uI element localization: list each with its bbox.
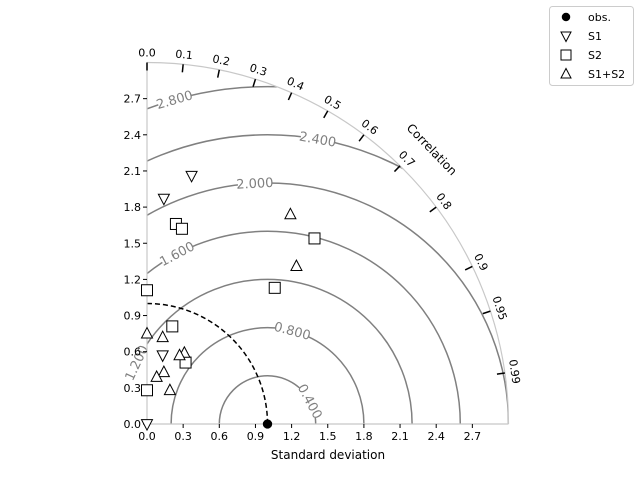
correlation-tick-label: 0.2	[211, 52, 231, 68]
correlation-axis-title: Correlation	[404, 121, 460, 178]
x-tick-label: 2.7	[464, 430, 482, 443]
rms-contour-label: 2.400	[298, 130, 337, 151]
x-tick-label: 1.2	[283, 430, 301, 443]
rms-contour-label: 2.000	[236, 176, 274, 193]
correlation-tick-label: 0.1	[175, 48, 194, 63]
correlation-tick-label: 0.4	[285, 75, 306, 94]
point-s1-s2	[173, 348, 186, 361]
correlation-tick-mark	[496, 372, 505, 375]
point-s2	[268, 281, 281, 294]
y-tick-label: 1.2	[124, 273, 142, 286]
correlation-tick-mark	[216, 69, 221, 78]
correlation-tick-label: 0.8	[433, 191, 454, 213]
correlation-tick-mark	[429, 206, 437, 213]
correlation-tick-label: 0.99	[506, 359, 522, 385]
point-s2	[166, 320, 179, 333]
point-s1-s2	[157, 365, 171, 378]
y-tick-label: 1.8	[124, 201, 142, 214]
legend-marker	[560, 49, 572, 61]
x-tick-label: 0.6	[211, 430, 229, 443]
rms-contour-label: 0.400	[294, 382, 325, 422]
correlation-tick-mark	[181, 64, 184, 73]
legend-label: S1+S2	[588, 68, 625, 81]
point-s2	[141, 284, 153, 297]
legend-label: S1	[588, 30, 602, 43]
x-tick-label: 0.3	[174, 430, 192, 443]
legend-marker	[560, 31, 572, 43]
correlation-axis-ticks: 0.0 0.1 0.20.30.40.50.60.70.80.90.950.99	[138, 47, 522, 385]
point-s2	[141, 384, 153, 397]
correlation-tick-mark	[358, 134, 365, 142]
point-s2	[308, 232, 321, 245]
outer-arc	[146, 61, 510, 425]
point-s1	[156, 350, 169, 363]
point-s1	[185, 170, 198, 183]
reference-std-arc	[146, 302, 269, 425]
correlation-tick-mark	[252, 78, 257, 88]
x-tick-label: 1.8	[355, 430, 373, 443]
legend-marker	[560, 67, 572, 79]
correlation-tick-label: 0.3	[248, 61, 269, 79]
y-tick-label: 0.3	[124, 382, 142, 395]
y-tick-label: 0.6	[124, 346, 142, 359]
point-s1	[157, 193, 171, 206]
y-tick-label: 0.9	[124, 310, 142, 323]
legend-box	[549, 6, 634, 86]
y-tick-label: 2.1	[124, 165, 142, 178]
legend-label: S2	[588, 49, 602, 62]
correlation-tick-label: 0.0	[138, 47, 156, 60]
point-s1-s2	[290, 259, 303, 272]
correlation-tick-mark	[287, 92, 293, 101]
x-tick-label: 1.5	[319, 430, 337, 443]
rms-contour-label: 1.600	[158, 239, 198, 270]
x-tick-label: 0.0	[138, 430, 156, 443]
rms-contour-2.000	[147, 182, 509, 424]
point-s1-s2	[163, 383, 177, 396]
point-obs-	[262, 419, 273, 429]
x-tick-label: 2.4	[427, 430, 445, 443]
x-tick-label: 2.1	[391, 430, 409, 443]
reference-std-arc	[146, 302, 269, 425]
correlation-tick-mark	[323, 110, 329, 119]
y-tick-label: 2.7	[124, 93, 142, 106]
x-tick-label: 0.9	[247, 430, 265, 443]
rms-contour-1.200	[147, 278, 413, 424]
point-s1-s2	[150, 369, 163, 382]
correlation-tick-mark	[464, 265, 473, 271]
correlation-tick-mark	[393, 165, 401, 173]
legend-marker	[561, 12, 571, 22]
correlation-tick-label: 0.6	[359, 117, 381, 138]
rms-contour-1.600	[147, 230, 462, 424]
point-s1-s2	[156, 330, 169, 343]
y-tick-label: 2.4	[124, 129, 142, 142]
point-s2	[175, 222, 188, 235]
rms-contour-label: 0.800	[272, 320, 312, 344]
point-s1	[140, 419, 154, 432]
y-tick-label: 1.5	[124, 237, 142, 250]
legend: obs. S1 S2 S1+S2	[549, 6, 634, 86]
point-s1-s2	[284, 207, 297, 220]
rms-contour-label: 2.800	[155, 88, 195, 113]
y-tick-label: 0.0	[124, 418, 142, 431]
std-axis-ticks: 0.00.0 0.3 0.3 0.6 0.6 0.9 0.9 1.2 1.2 1.5 1.5 1.8 1…	[124, 93, 482, 443]
rms-contour-2.800	[147, 85, 509, 424]
point-s1-s2	[140, 326, 154, 339]
legend-label: obs.	[588, 11, 611, 24]
rms-contour-0.800	[170, 326, 365, 424]
x-axis-title: Standard deviation	[271, 448, 385, 462]
correlation-tick-mark	[482, 310, 491, 315]
rms-contour-2.400	[147, 134, 509, 424]
data-points	[140, 170, 321, 432]
